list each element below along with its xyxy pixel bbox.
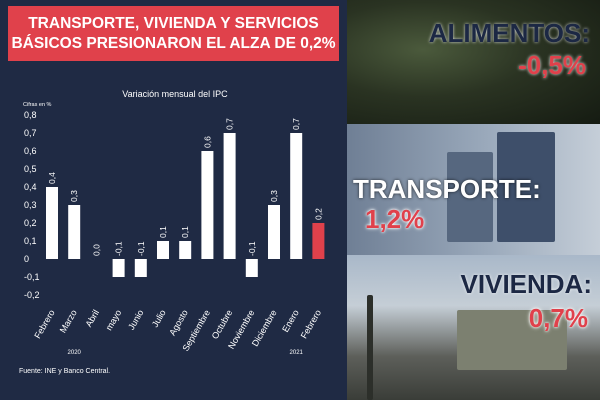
bar-value-label: 0,2 — [313, 208, 323, 220]
bar — [223, 133, 236, 259]
bar-value-label: 0,6 — [202, 136, 212, 148]
y-tick-label: 0,5 — [24, 164, 37, 174]
x-tick-label: Febrero — [299, 308, 323, 340]
y-tick-label: 0,8 — [24, 110, 37, 120]
category-panels: ALIMENTOS: -0,5% TRANSPORTE: 1,2% VIVIEN… — [347, 0, 600, 400]
x-tick-label: mayo — [104, 308, 124, 332]
bar — [201, 151, 214, 259]
chart-title: Variación mensual del IPC — [122, 89, 228, 99]
bar-value-label: 0,3 — [269, 190, 279, 202]
alimentos-label: ALIMENTOS: — [428, 18, 590, 48]
y-tick-label: 0,6 — [24, 146, 37, 156]
bar — [290, 133, 303, 259]
vivienda-panel: VIVIENDA: 0,7% — [347, 255, 600, 400]
headline-banner: TRANSPORTE, VIVIENDA Y SERVICIOS BÁSICOS… — [8, 6, 339, 61]
bar-value-label: 0,0 — [91, 244, 101, 256]
vivienda-label: VIVIENDA: — [460, 269, 592, 299]
bar-value-label: 0,7 — [291, 118, 301, 130]
y-tick-label: -0,1 — [24, 272, 40, 282]
transporte-panel: TRANSPORTE: 1,2% — [347, 124, 600, 255]
ipc-bar-chart: Variación mensual del IPC Cifras en % 0,… — [19, 89, 325, 375]
x-tick-label: Enero — [280, 308, 301, 334]
bar-value-label: 0,3 — [69, 190, 79, 202]
street-pole — [367, 295, 373, 400]
bar — [46, 187, 58, 259]
bar-value-label: 0,7 — [225, 118, 235, 130]
bar-value-label: -0,1 — [247, 241, 257, 256]
y-tick-label: -0,2 — [24, 290, 40, 300]
source-note: Fuente: INE y Banco Central. — [19, 368, 110, 375]
x-tick-label: Abril — [83, 308, 101, 329]
bar — [112, 259, 125, 277]
x-tick-label: Julio — [150, 308, 168, 329]
y-tick-label: 0 — [24, 254, 29, 264]
bar — [157, 241, 169, 259]
x-tick-label: Agosto — [167, 308, 190, 337]
year-label: 2020 — [68, 350, 82, 356]
bar — [268, 205, 280, 259]
chart-panel: TRANSPORTE, VIVIENDA Y SERVICIOS BÁSICOS… — [8, 6, 339, 375]
y-axis-unit: Cifras en % — [23, 102, 52, 108]
bar — [68, 205, 81, 259]
bar-value-label: 0,4 — [47, 172, 57, 184]
y-tick-label: 0,3 — [24, 200, 37, 210]
fuel-price-sign — [497, 132, 555, 242]
y-tick-label: 0,2 — [24, 218, 37, 228]
transporte-value: 1,2% — [365, 204, 425, 234]
bar — [179, 241, 192, 259]
bar — [134, 259, 147, 277]
year-label: 2021 — [290, 350, 304, 356]
house-building — [457, 310, 567, 370]
x-tick-label: Octubre — [210, 308, 235, 341]
alimentos-panel: ALIMENTOS: -0,5% — [347, 0, 600, 124]
bar-value-label: -0,1 — [114, 241, 124, 256]
vivienda-value: 0,7% — [528, 303, 588, 333]
bar — [312, 223, 325, 259]
y-tick-label: 0,4 — [24, 182, 37, 192]
transporte-label: TRANSPORTE: — [353, 174, 541, 204]
x-tick-label: Junio — [126, 308, 145, 332]
bar-value-label: -0,1 — [136, 241, 146, 256]
x-tick-label: Marzo — [58, 308, 79, 335]
alimentos-value: -0,5% — [518, 50, 586, 80]
bar-value-label: 0,1 — [180, 226, 190, 238]
bar-value-label: 0,1 — [158, 226, 168, 238]
y-tick-label: 0,1 — [24, 236, 37, 246]
fuel-sign-side — [447, 152, 493, 242]
bar — [245, 259, 258, 277]
y-tick-label: 0,7 — [24, 128, 37, 138]
x-tick-label: Febrero — [32, 308, 56, 340]
